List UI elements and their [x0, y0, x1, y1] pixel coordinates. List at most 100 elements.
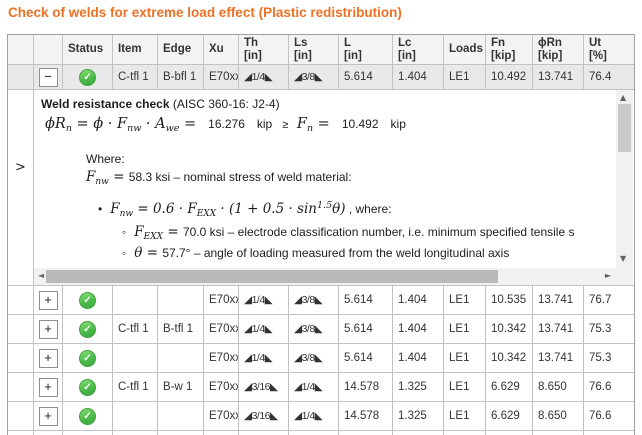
edge-cell: B-tfl 1	[158, 315, 204, 343]
resistance-formula: ϕRn = ϕ · Fnw · Awe = 16.276 kip ≥ Fn = 10.4…	[45, 116, 406, 134]
page-title: Check of welds for extreme load effect (…	[8, 5, 402, 20]
expand-row-button[interactable]: +	[38, 290, 58, 310]
status-cell: ✓	[63, 344, 113, 372]
status-ok-icon: ✓	[79, 320, 96, 338]
status-cell: ✓	[63, 373, 113, 401]
scrollbar-corner	[616, 268, 633, 285]
table-row[interactable]: + ✓ C-tfl 1 B-w 1 E70xx ◢3/16◣ ◢1/4◣ 14.…	[8, 373, 634, 402]
edge-cell: B-bfl 1	[158, 65, 204, 89]
ls-weld-cell: ◢3/8◣	[289, 65, 339, 89]
status-ok-icon: ✓	[79, 291, 96, 309]
lc-cell: 1.325	[393, 402, 444, 430]
phirn-cell: 13.741	[533, 286, 584, 314]
l-cell: 5.614	[339, 65, 393, 89]
col-header-edge: Edge	[158, 35, 204, 64]
item-cell: C-tfl 1	[113, 373, 158, 401]
expander-cell: +	[34, 373, 63, 401]
l-cell: 14.578	[339, 373, 393, 401]
where-label: Where:	[86, 152, 125, 166]
scroll-up-icon[interactable]: ▲	[620, 93, 627, 102]
horizontal-scrollbar[interactable]: ◄ ►	[34, 268, 616, 285]
table-row[interactable]: + ✓ E70xx ◢3/16◣ ◢1/4◣ 14.578 1.325 LE1 …	[8, 402, 634, 431]
expander-cell: +	[34, 315, 63, 343]
col-header-status: Status	[63, 35, 113, 64]
current-row-indicator-cell: >	[8, 90, 34, 285]
status-ok-icon: ✓	[79, 378, 96, 396]
phirn-cell: 8.650	[533, 402, 584, 430]
l-cell: 5.614	[339, 315, 393, 343]
l-cell: 14.578	[339, 402, 393, 430]
status-cell: ✓	[63, 315, 113, 343]
expand-row-button[interactable]: +	[38, 319, 58, 339]
ls-weld-cell: ◢3/8◣	[289, 315, 339, 343]
edge-cell	[158, 344, 204, 372]
lc-cell: 1.404	[393, 344, 444, 372]
th-weld-cell: ◢1/4◣	[239, 344, 289, 372]
table-row[interactable]: + ✓ E70xx ◢1/4◣ ◢3/8◣ 5.614 1.404 LE1 10…	[8, 344, 634, 373]
status-cell: ✓	[63, 65, 113, 89]
col-header-l: L [in]	[339, 35, 393, 64]
xu-cell: E70xx	[204, 402, 239, 430]
phirn-cell: 13.741	[533, 344, 584, 372]
vertical-scrollbar[interactable]: ▲ ▼	[616, 90, 633, 268]
fnw-definition: Fnw = 58.3 ksi – nominal stress of weld …	[86, 169, 352, 187]
scroll-left-icon[interactable]: ◄	[38, 271, 45, 280]
l-cell: 5.614	[339, 286, 393, 314]
expander-cell: +	[34, 344, 63, 372]
fn-value: 10.492	[341, 117, 379, 131]
col-header-phirn: ϕRn [kip]	[533, 35, 584, 64]
fn-cell: 6.629	[486, 373, 533, 401]
loads-cell: LE1	[444, 286, 486, 314]
scroll-down-icon[interactable]: ▼	[620, 254, 627, 263]
th-weld-cell: ◢1/4◣	[239, 286, 289, 314]
fnw-formula-bullet: • Fnw = 0.6 · FEXX · (1 + 0.5 · sin1.5θ) …	[98, 200, 392, 219]
col-header-expander	[34, 35, 63, 64]
horizontal-scrollbar-thumb[interactable]	[46, 270, 498, 283]
expand-row-button[interactable]: +	[38, 348, 58, 368]
item-cell	[113, 402, 158, 430]
row-indicator-cell	[8, 65, 34, 89]
expand-row-button[interactable]: +	[38, 377, 58, 397]
collapse-row-button[interactable]: −	[38, 67, 58, 87]
loads-cell: LE1	[444, 65, 486, 89]
col-header-item: Item	[113, 35, 158, 64]
xu-cell: E70xx	[204, 286, 239, 314]
table-row[interactable]: + ✓ E70xx ◢1/4◣ ◢3/8◣ 5.614 1.404 LE1 10…	[8, 286, 634, 315]
row-indicator-cell	[8, 315, 34, 343]
table-row[interactable]: − ✓ C-tfl 1 B-bfl 1 E70xx ◢1/4◣ ◢3/8◣ 5.…	[8, 65, 634, 90]
weld-check-detail-panel: Weld resistance check (AISC 360-16: J2-4…	[34, 90, 633, 285]
detail-heading: Weld resistance check (AISC 360-16: J2-4…	[41, 97, 280, 111]
ut-cell: 76.6	[589, 410, 612, 422]
gte-symbol: ≥	[282, 119, 289, 131]
table-row[interactable]: + ✓ C-tfl 1 B-tfl 1 E70xx ◢1/4◣ ◢3/8◣ 5.…	[8, 315, 634, 344]
th-weld-cell: ◢1/4◣	[239, 315, 289, 343]
ut-cell: 75.3	[589, 323, 612, 335]
current-row-marker-icon: >	[15, 160, 26, 175]
row-indicator-cell	[8, 286, 34, 314]
ut-cell: 76.6	[589, 381, 612, 393]
col-header-loads: Loads	[444, 35, 486, 64]
xu-cell: E70xx	[204, 65, 239, 89]
col-header-th: Th [in]	[239, 35, 289, 64]
expander-cell: +	[34, 402, 63, 430]
status-cell: ✓	[63, 402, 113, 430]
expand-row-button[interactable]: +	[38, 406, 58, 426]
loads-cell: LE1	[444, 344, 486, 372]
item-cell: C-tfl 1	[113, 65, 158, 89]
xu-cell: E70xx	[204, 344, 239, 372]
xu-cell: E70xx	[204, 315, 239, 343]
col-header-ut: Ut [%]	[589, 36, 607, 62]
ls-weld-cell: ◢3/8◣	[289, 344, 339, 372]
lc-cell: 1.404	[393, 315, 444, 343]
scroll-right-icon[interactable]: ►	[604, 271, 611, 280]
fn-cell: 10.535	[486, 286, 533, 314]
row-indicator-cell	[8, 344, 34, 372]
th-weld-cell: ◢3/16◣	[239, 402, 289, 430]
welds-table: Status Item Edge Xu Th [in] Ls [in] L [in] …	[7, 34, 635, 435]
theta-definition: ◦ θ = 57.7° – angle of loading measured f…	[122, 245, 510, 261]
status-cell: ✓	[63, 286, 113, 314]
edge-cell: B-w 1	[158, 373, 204, 401]
vertical-scrollbar-thumb[interactable]	[618, 104, 631, 152]
th-weld-cell: ◢3/16◣	[239, 373, 289, 401]
